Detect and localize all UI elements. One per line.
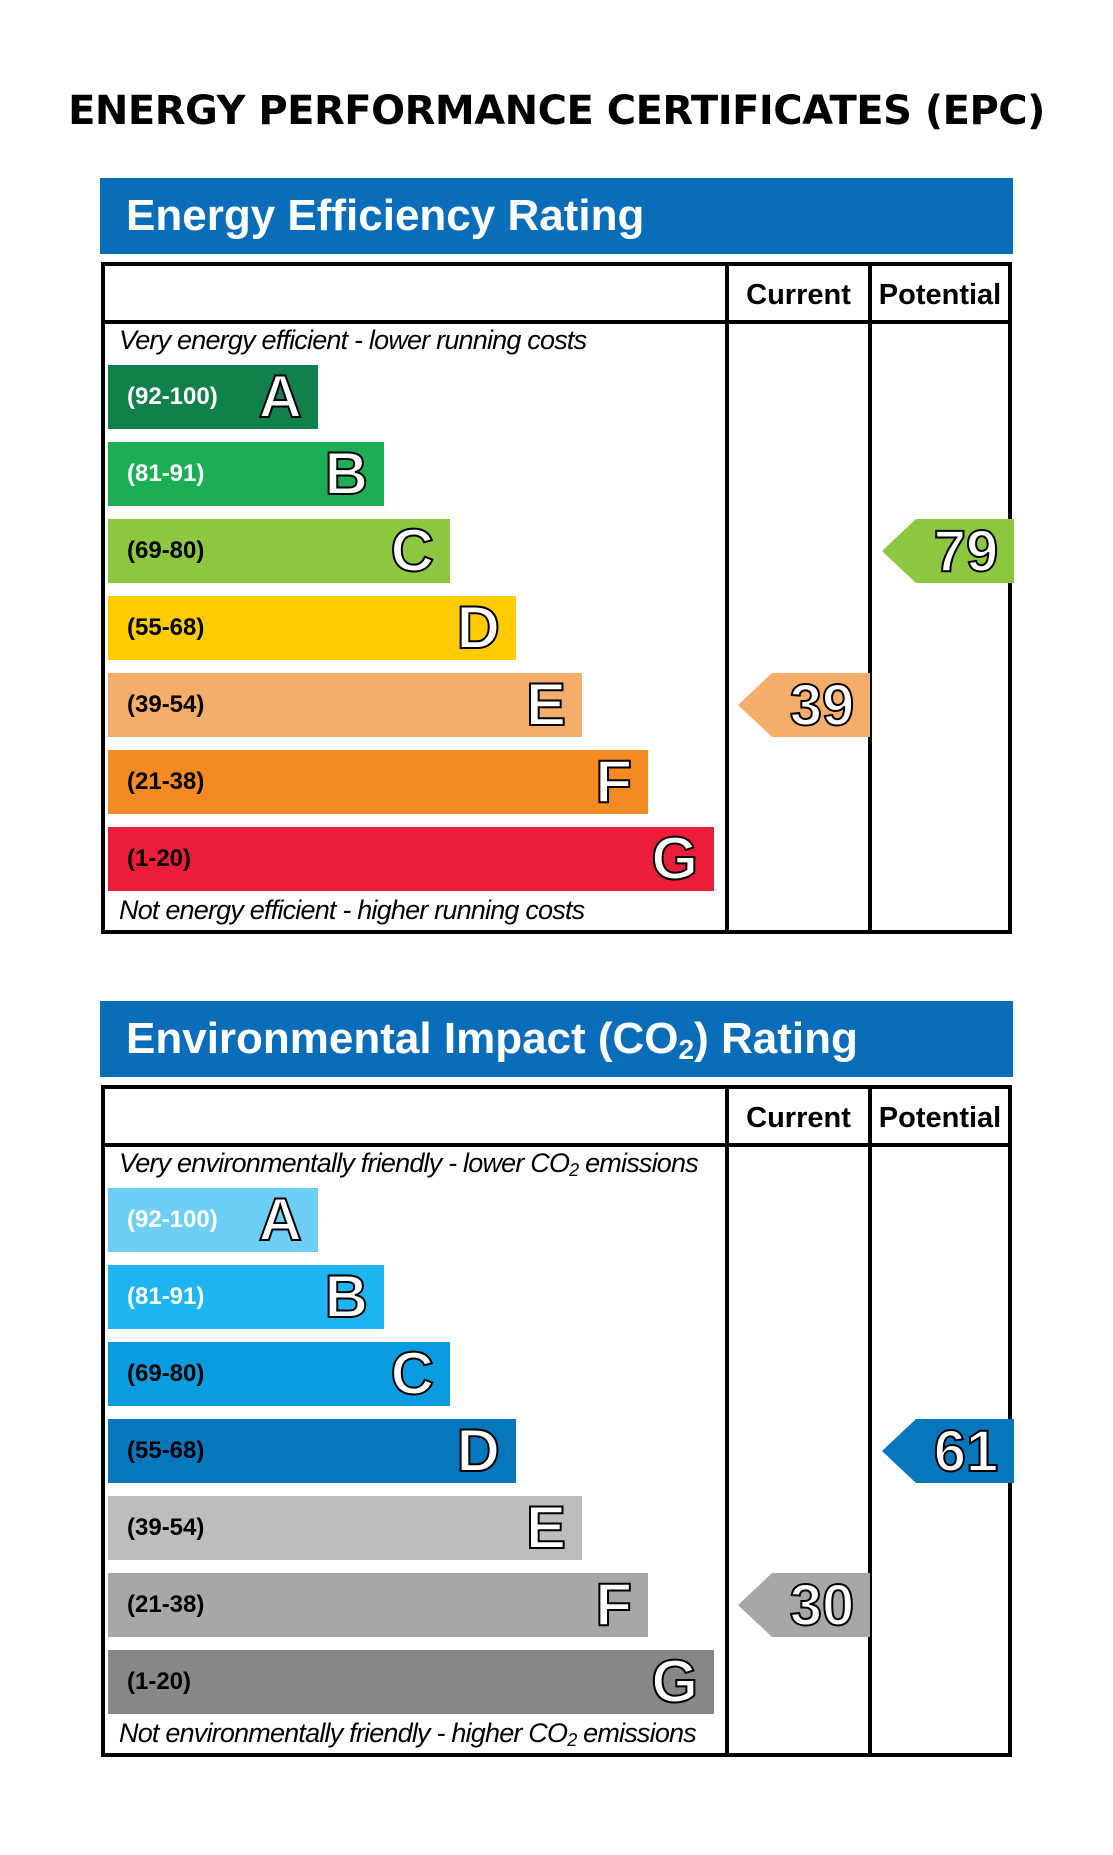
band-range-label: (55-68) [127, 1437, 205, 1464]
rating-value: 79 [933, 518, 1000, 585]
band-b: (81-91) B [108, 439, 384, 508]
potential-column-header: Potential [878, 1102, 1002, 1134]
rating-value: 61 [933, 1418, 1000, 1485]
band-letter: E [525, 1493, 567, 1562]
arrow-shape [882, 1419, 1014, 1483]
page-title: ENERGY PERFORMANCE CERTIFICATES (EPC) [68, 88, 1045, 134]
current-rating-arrow: 39 [738, 672, 870, 739]
current-column-header: Current [746, 279, 851, 311]
band-letter: C [390, 516, 435, 585]
band-e: (39-54) E [108, 670, 582, 739]
band-letter: F [594, 1570, 633, 1639]
header-divider [105, 320, 1008, 324]
band-letter: B [324, 1262, 369, 1331]
band-range-label: (21-38) [127, 1591, 205, 1618]
section-banner: Environmental Impact (CO2) Rating [100, 1001, 1013, 1077]
arrow-shape [738, 673, 870, 737]
band-letter: G [650, 1647, 699, 1716]
arrow-shape [738, 1573, 870, 1637]
band-c: (69-80) C [108, 1339, 450, 1408]
band-a: (92-100) A [108, 1185, 318, 1254]
section-banner: Energy Efficiency Rating [100, 178, 1013, 254]
band-d: (55-68) D [108, 1416, 516, 1485]
band-range-label: (21-38) [127, 768, 205, 795]
band-range-label: (55-68) [127, 614, 205, 641]
section-title: Environmental Impact (CO2) Rating [126, 1014, 858, 1065]
energy-efficiency-section: Energy Efficiency Rating Current Potenti… [100, 178, 1014, 938]
band-c: (69-80) C [108, 516, 450, 585]
band-letter: C [390, 1339, 435, 1408]
band-letter: E [525, 670, 567, 739]
arrow-pointer [882, 1419, 1014, 1483]
rating-value: 39 [789, 672, 856, 739]
column-divider [725, 1089, 729, 1753]
arrow-pointer [738, 1573, 870, 1637]
band-range-label: (81-91) [127, 460, 205, 487]
column-divider [725, 266, 729, 930]
band-letter: G [650, 824, 699, 893]
band-d: (55-68) D [108, 593, 516, 662]
band-range-label: (92-100) [127, 1206, 218, 1233]
band-b: (81-91) B [108, 1262, 384, 1331]
rating-table: Current Potential Very environmentally f… [101, 1085, 1014, 1757]
band-letter: F [594, 747, 633, 816]
bottom-note: Not energy efficient - higher running co… [119, 895, 585, 925]
rating-value: 30 [789, 1572, 856, 1639]
arrow-pointer [882, 519, 1014, 583]
band-letter: D [456, 1416, 501, 1485]
band-letter: A [258, 1185, 303, 1254]
column-divider [868, 266, 872, 930]
top-note: Very energy efficient - lower running co… [119, 325, 587, 355]
bottom-note: Not environmentally friendly - higher CO… [119, 1718, 697, 1750]
band-letter: A [258, 362, 303, 431]
band-range-label: (69-80) [127, 1360, 205, 1387]
rating-table: Current Potential Very energy efficient … [101, 262, 1014, 934]
potential-rating-arrow: 79 [882, 518, 1014, 585]
arrow-pointer [738, 673, 870, 737]
band-range-label: (39-54) [127, 691, 205, 718]
header-divider [105, 1143, 1008, 1147]
current-rating-arrow: 30 [738, 1572, 870, 1639]
band-g: (1-20) G [108, 824, 714, 893]
band-range-label: (1-20) [127, 1668, 192, 1695]
band-a: (92-100) A [108, 362, 318, 431]
band-range-label: (81-91) [127, 1283, 205, 1310]
band-e: (39-54) E [108, 1493, 582, 1562]
band-range-label: (1-20) [127, 845, 192, 872]
band-range-label: (39-54) [127, 1514, 205, 1541]
band-f: (21-38) F [108, 1570, 648, 1639]
column-divider [868, 1089, 872, 1753]
section-title: Energy Efficiency Rating [126, 191, 645, 240]
band-range-label: (92-100) [127, 383, 218, 410]
top-note: Very environmentally friendly - lower CO… [119, 1148, 699, 1180]
current-column-header: Current [746, 1102, 851, 1134]
band-letter: D [456, 593, 501, 662]
arrow-shape [882, 519, 1014, 583]
band-range-label: (69-80) [127, 537, 205, 564]
band-letter: B [324, 439, 369, 508]
potential-column-header: Potential [878, 279, 1002, 311]
band-g: (1-20) G [108, 1647, 714, 1716]
band-f: (21-38) F [108, 747, 648, 816]
environmental-impact-section: Environmental Impact (CO2) Rating Curren… [100, 1001, 1014, 1761]
potential-rating-arrow: 61 [882, 1418, 1014, 1485]
